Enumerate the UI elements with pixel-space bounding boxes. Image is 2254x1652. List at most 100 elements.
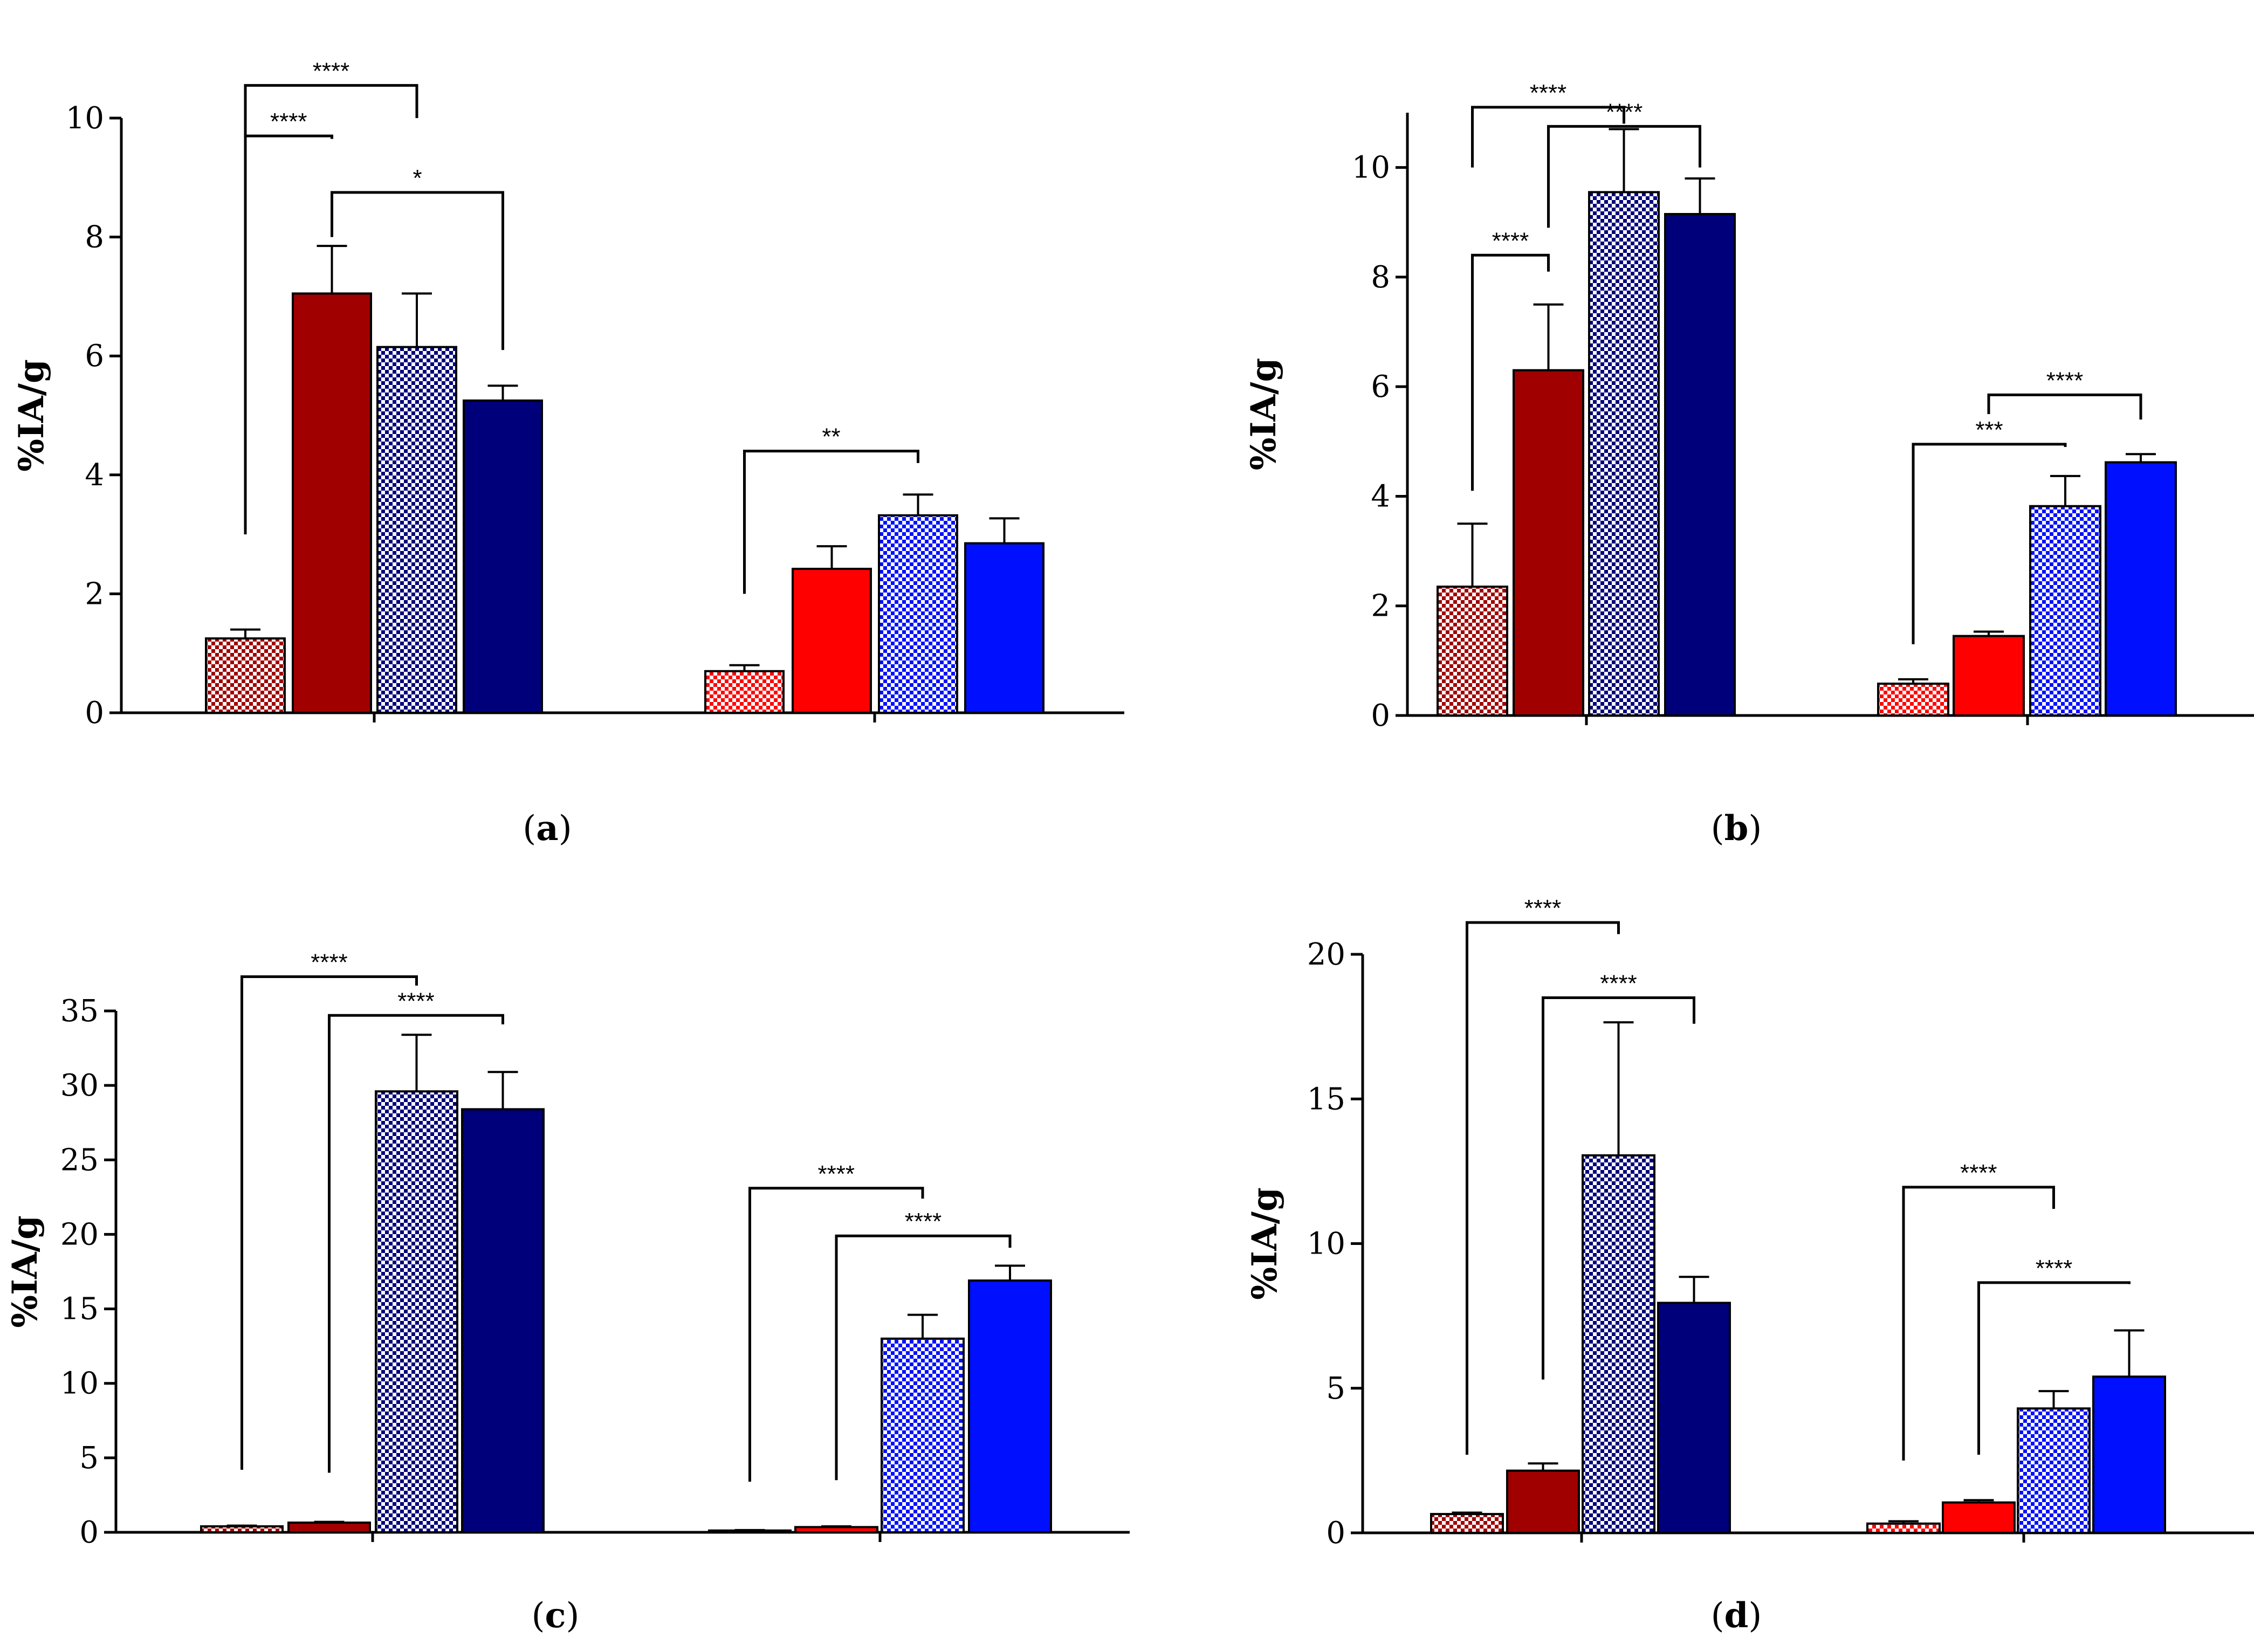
bar-group1-4 [1657,1302,1731,1534]
bar-group2-4 [968,1279,1052,1533]
bar-group2-2 [1953,635,2025,717]
panel-label-close: ) [559,809,572,849]
panel-label-letter: c [545,1595,566,1636]
significance-line [1902,1186,2055,1461]
y-tick-label: 8 [85,220,104,255]
y-tick-label: 10 [1352,150,1390,185]
significance-label: **** [397,988,435,1014]
significance-line [244,134,333,535]
y-tick-label: 10 [60,1366,99,1401]
bar-group2-2 [792,568,872,714]
significance-line [1471,253,1550,491]
y-tick-label: 20 [1307,937,1345,972]
chart-panel-d: 0 5 10 15 20 **** **** **** **** %IA/g (d) [1245,895,2254,1636]
significance-label: **** [1492,228,1529,254]
panel-label-open: ( [523,809,536,849]
significance-bracket: **** [835,1208,1012,1481]
panel-label-open: ( [1711,1596,1724,1636]
panel-label-close: ) [1748,809,1762,849]
significance-label: **** [2046,367,2084,394]
panel-label-letter: b [1724,808,1749,849]
y-tick-label: 0 [85,696,104,731]
significance-bracket: **** [1466,895,1620,1455]
significance-line [331,191,504,350]
y-tick-label: 25 [60,1142,99,1178]
y-axis-title: %IA/g [5,1215,45,1328]
significance-bracket: **** [1987,367,2142,420]
panel-label-open: ( [532,1596,545,1636]
y-tick-label: 6 [1371,369,1390,404]
bar-group1-1 [1437,586,1508,717]
significance-label: **** [2036,1255,2073,1282]
y-tick-label: 20 [60,1217,99,1252]
y-axis-title: %IA/g [11,359,52,472]
significance-bracket: * [331,165,504,350]
y-tick-label: 30 [60,1068,99,1103]
y-tick-label: 8 [1371,260,1390,295]
bar-group2-4 [2105,461,2177,717]
significance-line [328,1014,504,1473]
significance-bracket: **** [1471,80,1625,168]
significance-bracket: *** [1912,417,2067,644]
significance-bracket: ** [743,424,919,594]
significance-line [1977,1281,2131,1455]
panel-label-close: ) [1748,1596,1762,1636]
y-axis-title: %IA/g [1245,1187,1285,1300]
significance-label: **** [1524,895,1562,921]
bar-group1-1 [200,1525,284,1533]
bar-group1-2 [1506,1469,1580,1534]
significance-label: ** [822,424,840,450]
significance-label: **** [1606,99,1643,125]
bar-group2-3 [2017,1407,2091,1534]
significance-label: **** [313,58,350,84]
significance-bracket: **** [1977,1255,2131,1455]
bar-group1-3 [1588,191,1660,717]
y-tick-label: 10 [66,101,104,136]
panel-label-letter: a [536,808,558,849]
bar-group2-1 [1877,683,1949,717]
bar-group2-2 [1942,1501,2016,1534]
significance-line [748,1187,924,1482]
significance-bracket: **** [328,988,504,1473]
significance-bracket: **** [244,108,333,535]
panel-label-open: ( [1711,809,1724,849]
significance-line [1542,996,1695,1380]
significance-label: **** [1530,80,1567,106]
bar-group1-3 [375,1090,458,1534]
significance-label: *** [1975,417,2003,443]
significance-bracket: **** [1902,1160,2055,1461]
y-tick-label: 5 [1326,1371,1345,1406]
bar-group1-2 [1513,369,1584,717]
panel-label: (a) [523,808,572,849]
bar-group2-1 [704,670,785,714]
bar-group2-4 [964,542,1044,714]
significance-label: **** [1600,970,1637,996]
bar-group1-4 [463,399,543,714]
significance-line [1547,125,1701,228]
significance-line [743,450,919,594]
chart-panel-c: 0 5 10 15 20 25 30 35 **** **** **** **** %IA/g (c) [5,949,1130,1636]
y-tick-label: 10 [1307,1227,1345,1262]
y-tick-label: 6 [85,339,104,374]
panel-label: (b) [1711,808,1762,849]
significance-bracket: **** [1542,970,1695,1380]
panel-label-letter: d [1724,1595,1749,1636]
y-tick-label: 4 [85,458,104,493]
y-tick-label: 0 [1326,1516,1345,1551]
significance-label: **** [1960,1160,1997,1186]
bar-group1-2 [292,292,372,714]
significance-line [835,1234,1012,1481]
y-tick-label: 2 [85,576,104,611]
bar-group1-3 [376,346,457,714]
significance-line [1912,443,2067,644]
bar-group1-1 [205,637,286,714]
y-tick-label: 5 [79,1441,99,1476]
significance-line [240,975,418,1470]
significance-line [1987,393,2142,420]
bar-group2-3 [2029,505,2101,717]
significance-line [1466,921,1620,1455]
significance-label: * [413,165,422,191]
y-tick-label: 0 [1371,698,1390,733]
